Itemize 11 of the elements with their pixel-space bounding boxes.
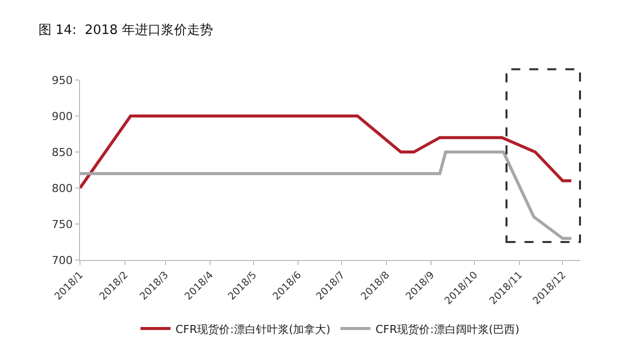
legend-label: CFR现货价:漂白阔叶浆(巴西): [375, 322, 520, 336]
y-tick-label: 750: [52, 218, 73, 231]
y-tick-label: 900: [52, 110, 73, 123]
y-tick-label: 800: [52, 182, 73, 195]
y-tick-label: 700: [52, 254, 73, 267]
y-tick-label: 950: [52, 74, 73, 87]
line-series: [80, 114, 573, 190]
line-series: [80, 150, 573, 240]
y-tick-label: 850: [52, 146, 73, 159]
legend-label: CFR现货价:漂白针叶浆(加拿大): [176, 322, 330, 336]
chart-title: 图 14: 2018 年进口浆价走势: [38, 22, 213, 38]
